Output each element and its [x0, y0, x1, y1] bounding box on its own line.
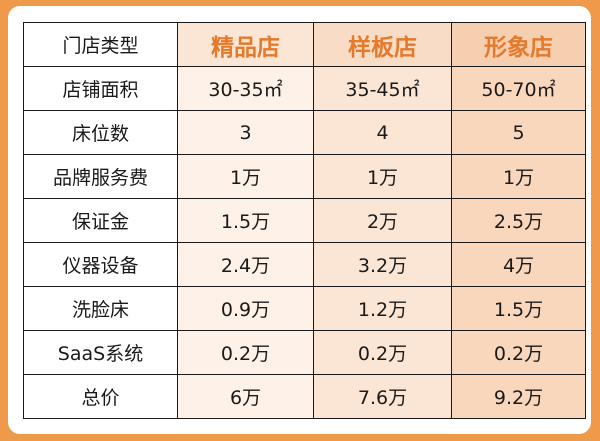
value-cell: 0.2万 — [177, 330, 314, 375]
column-header-boutique: 精品店 — [177, 22, 314, 67]
value-cell: 5 — [451, 110, 586, 155]
row-label-cell: 床位数 — [23, 110, 178, 155]
value-cell: 4 — [313, 110, 452, 155]
value-cell: 1万 — [451, 154, 586, 199]
value-cell: 50-70㎡ — [451, 66, 586, 111]
value-cell: 2.5万 — [451, 198, 586, 243]
value-cell: 1.5万 — [177, 198, 314, 243]
table-row: SaaS系统 0.2万 0.2万 0.2万 — [23, 330, 586, 375]
value-cell: 0.9万 — [177, 286, 314, 331]
value-cell: 3 — [177, 110, 314, 155]
row-label-cell: 洗脸床 — [23, 286, 178, 331]
value-cell: 4万 — [451, 242, 586, 287]
value-cell: 6万 — [177, 374, 314, 419]
value-cell: 9.2万 — [451, 374, 586, 419]
value-cell: 35-45㎡ — [313, 66, 452, 111]
value-cell: 3.2万 — [313, 242, 452, 287]
table-row: 保证金 1.5万 2万 2.5万 — [23, 198, 586, 243]
value-cell: 30-35㎡ — [177, 66, 314, 111]
value-cell: 1.2万 — [313, 286, 452, 331]
row-label-cell: 总价 — [23, 374, 178, 419]
table-row: 总价 6万 7.6万 9.2万 — [23, 374, 586, 419]
value-cell: 2万 — [313, 198, 452, 243]
table-row: 仪器设备 2.4万 3.2万 4万 — [23, 242, 586, 287]
row-label-cell: 仪器设备 — [23, 242, 178, 287]
table-row: 品牌服务费 1万 1万 1万 — [23, 154, 586, 199]
header-corner-cell: 门店类型 — [23, 22, 178, 67]
row-label-cell: 品牌服务费 — [23, 154, 178, 199]
table-row: 店铺面积 30-35㎡ 35-45㎡ 50-70㎡ — [23, 66, 586, 111]
table-row: 洗脸床 0.9万 1.2万 1.5万 — [23, 286, 586, 331]
value-cell: 1万 — [177, 154, 314, 199]
table-header-row: 门店类型 精品店 样板店 形象店 — [23, 22, 586, 67]
column-header-model: 样板店 — [313, 22, 452, 67]
value-cell: 2.4万 — [177, 242, 314, 287]
row-label-cell: 店铺面积 — [23, 66, 178, 111]
value-cell: 7.6万 — [313, 374, 452, 419]
column-header-flagship: 形象店 — [451, 22, 586, 67]
value-cell: 1万 — [313, 154, 452, 199]
value-cell: 0.2万 — [451, 330, 586, 375]
row-label-cell: SaaS系统 — [23, 330, 178, 375]
value-cell: 1.5万 — [451, 286, 586, 331]
value-cell: 0.2万 — [313, 330, 452, 375]
row-label-cell: 保证金 — [23, 198, 178, 243]
table-row: 床位数 3 4 5 — [23, 110, 586, 155]
